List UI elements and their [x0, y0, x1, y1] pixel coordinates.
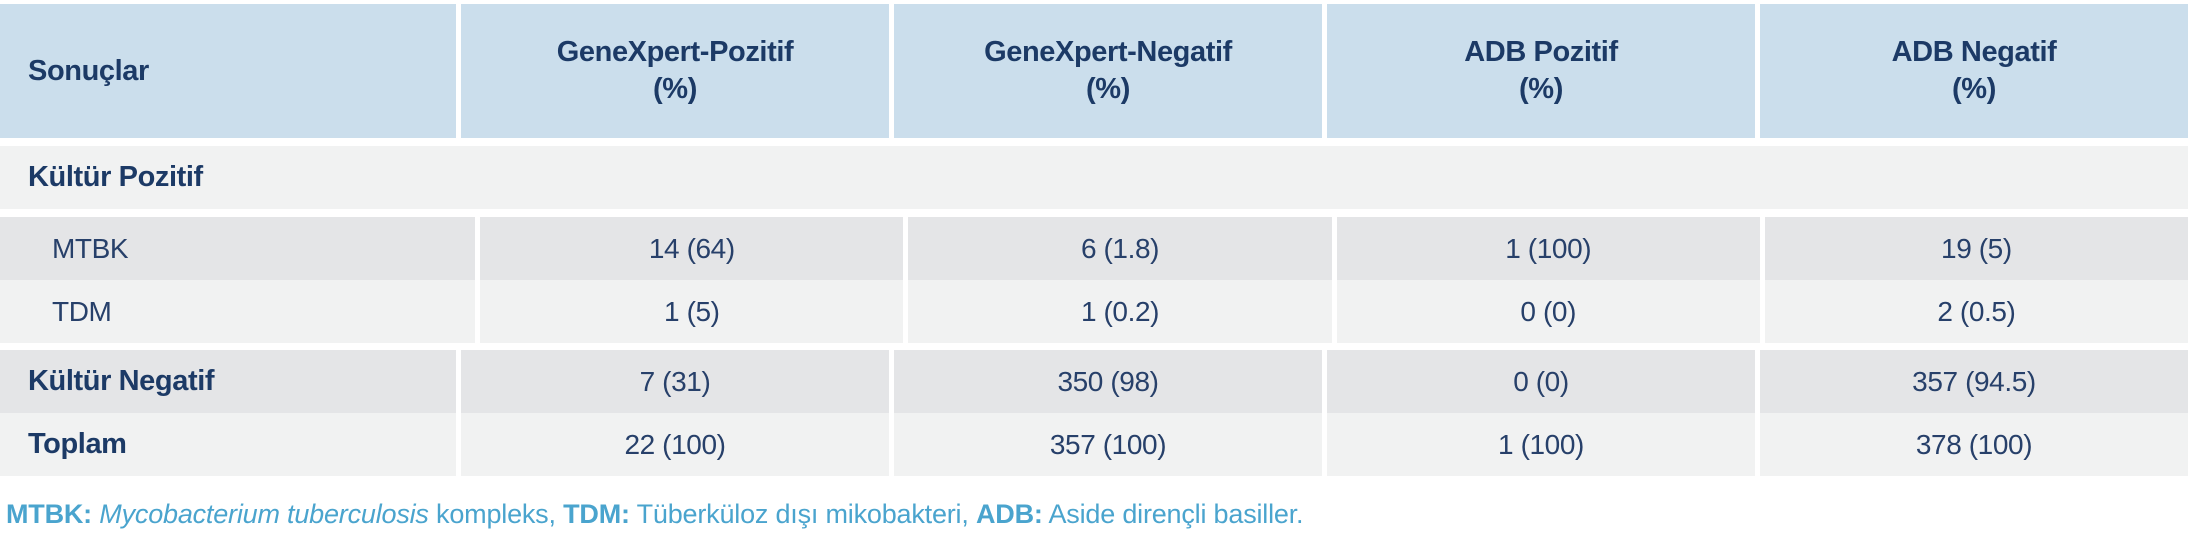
- header-label-line2: (%): [653, 73, 697, 105]
- header-label-line1: ADB Pozitif: [1464, 36, 1618, 68]
- data-cell: 2 (0.5): [1764, 280, 2188, 343]
- row-label: Toplam: [0, 413, 456, 476]
- header-label-line2: (%): [1519, 73, 1563, 105]
- header-label-line1: GeneXpert-Pozitif: [556, 36, 794, 68]
- row-label-text: MTBK: [52, 232, 129, 264]
- header-label: Sonuçlar: [28, 54, 149, 87]
- footnote-species-italic: Mycobacterium tuberculosis: [99, 499, 429, 529]
- header-label-line1: ADB Negatif: [1891, 36, 2057, 68]
- footnote-abbr-tdm: TDM:: [563, 499, 630, 529]
- header-cell-genexpert-pozitif: GeneXpert-Pozitif (%): [461, 4, 889, 138]
- results-table: Sonuçlar GeneXpert-Pozitif (%) GeneXpert…: [0, 4, 2188, 476]
- footnote-term-adb: Aside dirençli basiller.: [1048, 499, 1304, 529]
- data-cell: 1 (100): [1327, 413, 1755, 476]
- row-label-text: Kültür Negatif: [28, 365, 215, 397]
- row-label: TDM: [0, 280, 476, 343]
- data-cell: 357 (94.5): [1760, 350, 2188, 413]
- footnote-abbr-adb: ADB:: [975, 499, 1043, 529]
- header-cell-genexpert-negatif: GeneXpert-Negatif (%): [894, 4, 1322, 138]
- footnote-abbr-mtbk: MTBK:: [6, 499, 92, 529]
- data-cell: 19 (5): [1764, 217, 2188, 280]
- table-row: TDM 1 (5) 1 (0.2) 0 (0) 2 (0.5): [0, 280, 2188, 343]
- footnote: MTBK: Mycobacterium tuberculosis komplek…: [0, 497, 2188, 531]
- section-label-cell: Kültür Pozitif: [0, 146, 2188, 209]
- data-cell: 350 (98): [894, 350, 1322, 413]
- data-cell: 7 (31): [461, 350, 889, 413]
- footnote-term-tdm: Tüberküloz dışı mikobakteri,: [636, 499, 969, 529]
- section-label: Kültür Pozitif: [28, 161, 203, 193]
- data-cell: 0 (0): [1336, 280, 1760, 343]
- table-header-row: Sonuçlar GeneXpert-Pozitif (%) GeneXpert…: [0, 4, 2188, 138]
- header-label-line2: (%): [1086, 73, 1130, 105]
- data-cell: 14 (64): [480, 217, 904, 280]
- header-cell-sonuclar: Sonuçlar: [0, 4, 456, 138]
- table-row: Kültür Negatif 7 (31) 350 (98) 0 (0) 357…: [0, 350, 2188, 413]
- table-row: Toplam 22 (100) 357 (100) 1 (100) 378 (1…: [0, 413, 2188, 476]
- data-cell: 0 (0): [1327, 350, 1755, 413]
- section-row-kultur-pozitif: Kültür Pozitif: [0, 146, 2188, 209]
- header-label-line2: (%): [1952, 73, 1996, 105]
- row-label: Kültür Negatif: [0, 350, 456, 413]
- table-row: MTBK 14 (64) 6 (1.8) 1 (100) 19 (5): [0, 217, 2188, 280]
- header-cell-adb-pozitif: ADB Pozitif (%): [1327, 4, 1755, 138]
- header-label-line1: GeneXpert-Negatif: [984, 36, 1232, 68]
- data-cell: 357 (100): [894, 413, 1322, 476]
- data-cell: 378 (100): [1760, 413, 2188, 476]
- row-label-text: TDM: [52, 295, 112, 327]
- header-cell-adb-negatif: ADB Negatif (%): [1760, 4, 2188, 138]
- data-cell: 1 (0.2): [908, 280, 1332, 343]
- data-cell: 6 (1.8): [908, 217, 1332, 280]
- data-cell: 1 (5): [480, 280, 904, 343]
- row-label-text: Toplam: [28, 428, 127, 460]
- data-cell: 22 (100): [461, 413, 889, 476]
- footnote-term-mtbk: kompleks,: [436, 499, 556, 529]
- row-label: MTBK: [0, 217, 476, 280]
- data-cell: 1 (100): [1336, 217, 1760, 280]
